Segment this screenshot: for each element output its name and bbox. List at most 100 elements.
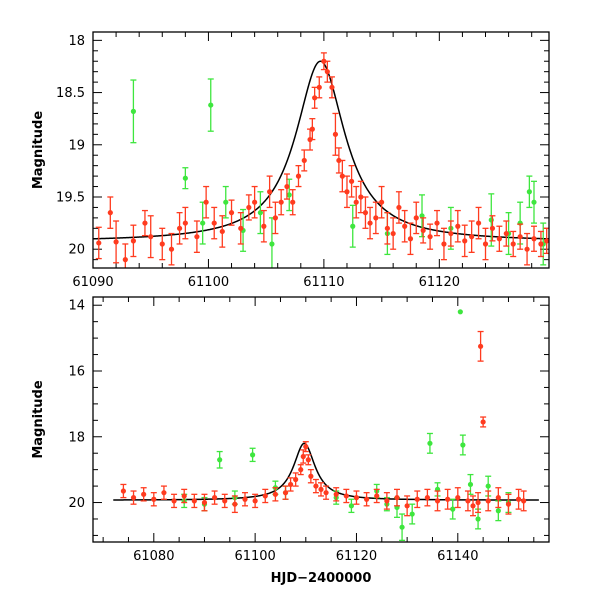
data-point — [313, 483, 319, 489]
data-point — [130, 238, 137, 244]
data-point — [191, 498, 197, 504]
x-tick-label: 61100 — [188, 275, 229, 290]
data-point — [344, 189, 350, 195]
data-point — [130, 108, 137, 114]
data-point — [475, 220, 482, 226]
series-0 — [95, 52, 549, 268]
data-point — [434, 498, 441, 504]
data-point — [482, 241, 489, 247]
data-point — [457, 309, 463, 315]
data-point — [151, 496, 157, 502]
data-point — [208, 102, 214, 108]
data-point — [384, 498, 390, 504]
data-point — [142, 220, 148, 226]
data-point — [301, 157, 307, 164]
data-point — [402, 223, 408, 229]
data-point — [336, 157, 342, 164]
data-point — [324, 69, 330, 75]
data-point — [284, 183, 290, 190]
data-point — [364, 496, 370, 502]
data-point — [455, 495, 461, 501]
data-point — [544, 238, 549, 244]
data-point — [373, 215, 379, 221]
data-point — [107, 210, 113, 216]
data-point — [407, 236, 414, 242]
x-tick-label: 61120 — [336, 549, 377, 564]
x-tick-label: 61100 — [234, 549, 275, 564]
ticks — [93, 297, 549, 542]
y-tick-label: 20 — [68, 496, 85, 511]
data-point — [455, 223, 461, 229]
data-point — [286, 192, 292, 198]
series-1 — [181, 309, 512, 542]
data-point — [288, 481, 294, 488]
data-point — [176, 225, 183, 231]
data-point — [228, 210, 235, 216]
data-point — [427, 440, 433, 446]
data-point — [272, 215, 278, 221]
data-point — [201, 499, 208, 506]
data-point — [396, 204, 402, 211]
data-point — [159, 241, 165, 247]
data-point — [343, 493, 349, 499]
data-point — [262, 493, 268, 499]
data-point — [462, 238, 468, 244]
data-point — [148, 234, 154, 240]
top-panel: 61090 61100 61110 61120 18 18.5 19 19.5 20 Magnit… — [31, 31, 550, 290]
data-point — [419, 213, 425, 219]
data-point — [467, 481, 474, 488]
axes-frame — [92, 296, 550, 543]
data-point — [489, 225, 496, 231]
y-tick-label: 20 — [68, 243, 85, 258]
data-point — [269, 241, 275, 247]
data-point — [424, 495, 430, 501]
data-point — [161, 490, 167, 496]
plot-area — [93, 52, 549, 268]
data-point — [316, 84, 322, 90]
data-point — [298, 467, 304, 473]
data-point — [171, 498, 177, 504]
x-tick-label: 61090 — [72, 275, 113, 290]
data-point — [495, 495, 501, 501]
data-point — [282, 490, 289, 496]
data-point — [505, 501, 512, 507]
data-point — [332, 131, 339, 137]
data-point — [348, 503, 354, 509]
data-point — [384, 225, 390, 231]
y-axis-title: Magnitude — [31, 111, 46, 190]
data-point — [217, 457, 223, 463]
data-point — [358, 194, 364, 200]
data-point — [469, 234, 475, 240]
x-tick-label: 61110 — [303, 275, 344, 290]
data-point — [448, 230, 454, 237]
data-point — [367, 220, 373, 226]
data-point — [413, 215, 419, 221]
data-point — [445, 496, 451, 502]
data-point — [290, 199, 296, 205]
data-point — [434, 220, 440, 226]
data-point — [465, 498, 471, 504]
data-point — [318, 486, 324, 492]
x-tick-label: 61120 — [419, 275, 460, 290]
y-tick-label: 16 — [68, 364, 85, 379]
data-point — [480, 419, 486, 425]
data-point — [211, 220, 217, 226]
data-point — [212, 495, 218, 501]
data-point — [329, 84, 335, 90]
data-point — [252, 498, 258, 504]
data-point — [531, 236, 537, 242]
data-point — [485, 483, 491, 489]
data-point — [219, 228, 225, 235]
data-point — [538, 241, 544, 247]
x-tick-label: 61140 — [437, 549, 478, 564]
data-point — [521, 498, 527, 504]
data-point — [350, 223, 356, 229]
data-point — [96, 240, 102, 246]
data-point — [181, 493, 187, 499]
x-axis-title: HJD−2400000 — [271, 571, 372, 586]
data-point — [182, 220, 188, 226]
data-point — [321, 58, 327, 64]
data-point — [496, 236, 502, 242]
data-point — [168, 246, 175, 252]
